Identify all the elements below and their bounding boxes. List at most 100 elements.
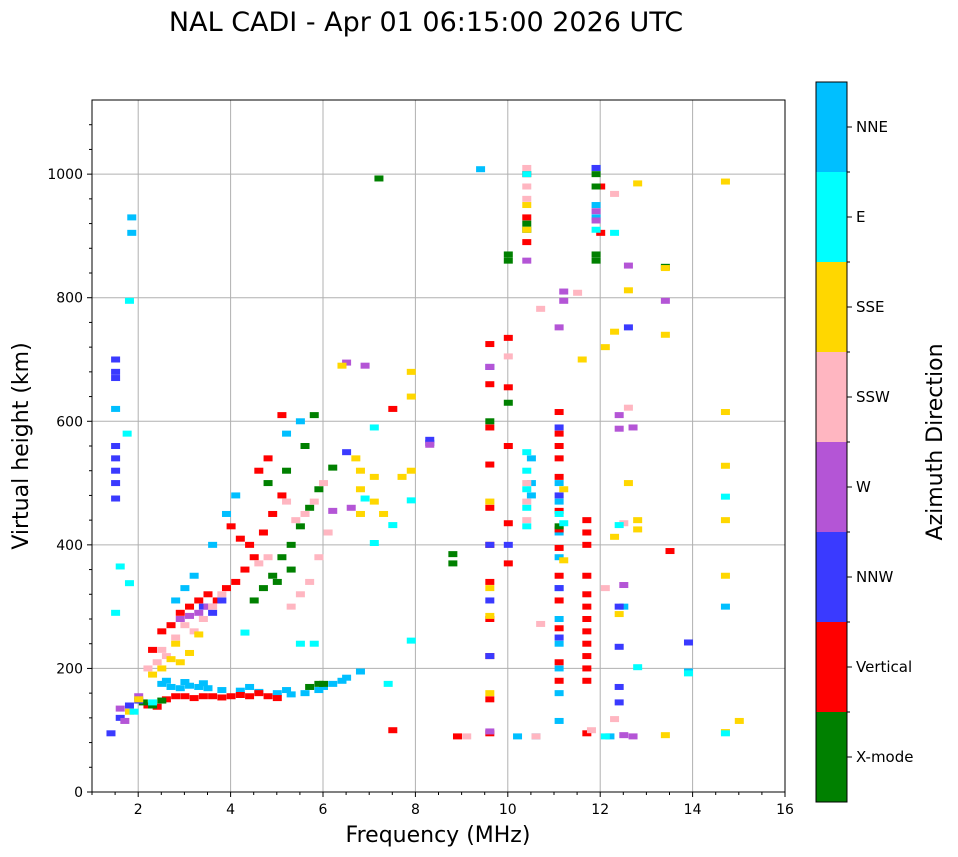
- data-point-vertical: [263, 693, 273, 700]
- data-point-vertical: [240, 566, 250, 573]
- data-point-nnw: [198, 603, 208, 610]
- colorbar-category-label: W: [856, 478, 871, 496]
- x-tick-label: 4: [226, 802, 235, 818]
- data-point-vertical: [235, 691, 245, 698]
- data-point-sse: [485, 612, 495, 619]
- data-point-sse: [406, 393, 416, 400]
- data-point-ssw: [610, 190, 620, 197]
- data-point-e: [111, 609, 121, 616]
- data-point-vertical: [596, 183, 606, 190]
- data-point-x-mode: [503, 399, 513, 406]
- data-point-ssw: [286, 603, 296, 610]
- colorbar-swatch: [816, 82, 847, 172]
- data-point-sse: [175, 659, 185, 666]
- data-point-vertical: [272, 695, 282, 702]
- data-point-vertical: [582, 517, 592, 524]
- data-point-vertical: [231, 578, 241, 585]
- data-point-vertical: [582, 541, 592, 548]
- data-point-x-mode: [277, 554, 287, 561]
- data-point-x-mode: [249, 597, 259, 604]
- data-point-sse: [720, 409, 730, 416]
- data-point-w: [425, 441, 435, 448]
- data-point-vertical: [485, 616, 495, 622]
- data-point-ssw: [143, 665, 153, 672]
- data-point-nne: [166, 683, 176, 690]
- data-point-e: [369, 424, 379, 431]
- data-point-ssw: [171, 634, 181, 641]
- colorbar-swatch: [816, 172, 847, 262]
- x-tick-label: 14: [684, 802, 702, 818]
- data-point-sse: [134, 696, 144, 703]
- data-point-vertical: [554, 455, 564, 462]
- data-point-sse: [397, 473, 407, 480]
- data-point-vertical: [217, 694, 227, 701]
- colorbar-swatch: [816, 352, 847, 442]
- data-point-vertical: [185, 603, 195, 610]
- data-point-vertical: [166, 622, 176, 629]
- data-point-sse: [485, 690, 495, 697]
- data-point-w: [522, 257, 532, 264]
- data-point-x-mode: [448, 560, 458, 567]
- data-point-e: [522, 171, 532, 178]
- data-point-nne: [185, 682, 195, 689]
- data-point-x-mode: [591, 251, 601, 258]
- data-point-ssw: [522, 517, 532, 524]
- data-point-nne: [355, 668, 365, 675]
- data-point-e: [122, 430, 132, 437]
- data-point-vertical: [582, 640, 592, 647]
- data-point-e: [720, 493, 730, 500]
- data-point-sse: [485, 498, 495, 505]
- data-point-e: [148, 699, 158, 706]
- data-point-ssw: [152, 659, 162, 666]
- y-tick-label: 0: [74, 785, 83, 801]
- colorbar: X-mode Vertical NNW W SSW SSE E NNE: [815, 81, 913, 803]
- data-point-sse: [522, 226, 532, 233]
- data-point-x-mode: [258, 585, 268, 592]
- data-point-x-mode: [305, 683, 315, 690]
- data-point-sse: [157, 665, 167, 672]
- data-point-vertical: [226, 693, 236, 700]
- data-point-nnw: [554, 634, 564, 641]
- data-point-vertical: [503, 334, 513, 341]
- colorbar-label: Azimuth Direction: [923, 343, 948, 540]
- y-axis: 0 200 400 600 800 1000: [47, 124, 92, 801]
- data-point-sse: [720, 517, 730, 524]
- data-point-x-mode: [263, 480, 273, 487]
- data-point-sse: [633, 517, 643, 524]
- data-point-vertical: [503, 520, 513, 527]
- data-point-ssw: [295, 591, 305, 598]
- data-point-sse: [610, 533, 620, 540]
- data-point-sse: [720, 178, 730, 185]
- data-point-nne: [319, 683, 328, 690]
- data-point-vertical: [554, 443, 564, 449]
- data-point-vertical: [485, 696, 495, 703]
- data-point-sse: [406, 467, 416, 474]
- data-point-nne: [189, 572, 199, 579]
- data-point-vertical: [189, 695, 199, 702]
- data-point-w: [175, 616, 185, 622]
- data-point-nne: [221, 510, 231, 517]
- data-point-e: [600, 733, 610, 740]
- data-point-vertical: [277, 492, 287, 499]
- data-point-nne: [295, 418, 305, 425]
- data-point-nne: [231, 492, 241, 499]
- data-point-ssw: [536, 305, 546, 312]
- data-point-x-mode: [268, 572, 278, 579]
- data-point-nnw: [485, 653, 495, 660]
- data-point-sse: [610, 328, 620, 335]
- data-point-vertical: [148, 646, 158, 653]
- data-point-e: [383, 680, 393, 687]
- data-point-e: [129, 708, 139, 715]
- data-point-nne: [203, 685, 213, 692]
- data-point-x-mode: [272, 578, 282, 585]
- data-point-ssw: [573, 289, 583, 296]
- data-point-sse: [633, 526, 643, 533]
- data-point-w: [194, 609, 204, 616]
- data-point-nne: [554, 480, 564, 487]
- data-point-nne: [513, 733, 523, 740]
- data-point-vertical: [485, 381, 495, 388]
- data-point-nne: [208, 541, 218, 548]
- data-point-vertical: [554, 625, 564, 632]
- y-tick-label: 800: [56, 291, 83, 307]
- data-point-w: [328, 507, 338, 514]
